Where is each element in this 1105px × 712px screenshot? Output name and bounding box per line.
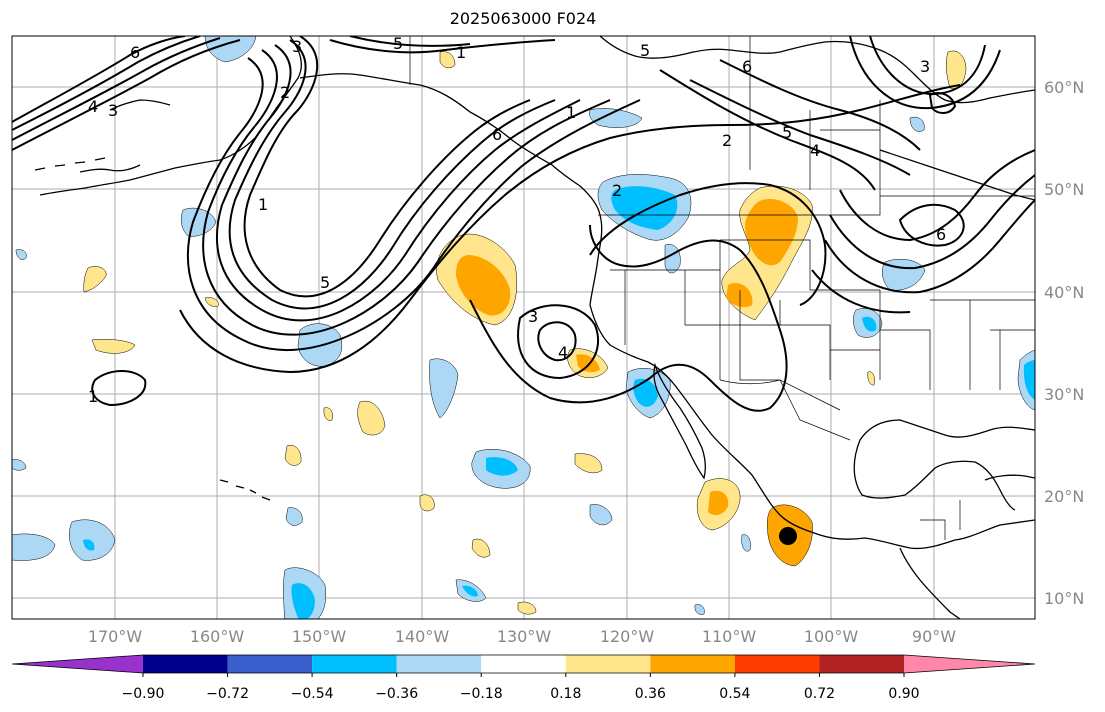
contour-label: 3 [920, 57, 930, 76]
lat-label: 50°N [1044, 180, 1084, 199]
positive-shading [83, 50, 967, 615]
contour-label: 1 [566, 103, 576, 122]
contour-label: 6 [742, 57, 752, 76]
contour-label: 4 [558, 343, 568, 362]
contour-label: 3 [292, 37, 302, 56]
contour-label: 3 [528, 307, 538, 326]
lon-label: 150°W [292, 627, 347, 646]
colorbar-tick-label: 0.90 [888, 686, 919, 702]
negative-shading [12, 36, 1035, 619]
contour-label: 6 [936, 225, 946, 244]
contour-lines [12, 36, 1035, 412]
contour-label: 5 [782, 123, 792, 142]
colorbar-segment [227, 655, 313, 673]
colorbar-tick-label: 0.18 [550, 686, 581, 702]
colorbar-tick-label: 0.54 [719, 686, 750, 702]
colorbar-segment [734, 655, 820, 673]
latitude-labels: 60°N 50°N 40°N 30°N 20°N 10°N [1044, 78, 1084, 608]
coastlines [34, 36, 1035, 619]
graticule [12, 36, 1035, 619]
lat-label: 60°N [1044, 78, 1084, 97]
contour-label: 1 [258, 195, 268, 214]
lon-label: 120°W [600, 627, 655, 646]
map-plot-area: 6 3 5 1 4 3 2 1 5 4 6 5 2 1 3 4 1 5 3 6 … [12, 34, 1035, 619]
lon-label: 160°W [190, 627, 245, 646]
colorbar-segment [565, 655, 651, 673]
colorbar-tick-label: −0.36 [375, 686, 418, 702]
colorbar [11, 654, 1036, 674]
contour-labels: 6 3 5 1 4 3 2 1 5 4 6 5 2 1 3 4 1 5 3 6 … [88, 34, 946, 406]
lon-label: 110°W [702, 627, 757, 646]
contour-label: 6 [492, 125, 502, 144]
colorbar-tick-label: −0.18 [460, 686, 503, 702]
contour-label: 4 [88, 97, 98, 116]
lat-label: 40°N [1044, 283, 1084, 302]
colorbar-segment [312, 655, 397, 673]
colorbar-segment [904, 655, 1035, 673]
lon-label: 170°W [88, 627, 143, 646]
colorbar-tick-label: 0.36 [635, 686, 666, 702]
map-frame [11, 35, 1036, 620]
contour-label: 2 [722, 131, 732, 150]
contour-label: 2 [280, 83, 290, 102]
storm-center-marker [779, 527, 797, 545]
map-title: 2025063000 F024 [449, 9, 597, 28]
lon-label: 100°W [804, 627, 859, 646]
contour-label: 5 [320, 273, 330, 292]
lon-label: 140°W [395, 627, 450, 646]
contour-label: 3 [108, 101, 118, 120]
colorbar-segment [650, 655, 735, 673]
lat-label: 30°N [1044, 385, 1084, 404]
colorbar-tick-label: −0.90 [122, 686, 165, 702]
longitude-labels: 170°W 160°W 150°W 140°W 130°W 120°W 110°… [88, 627, 956, 646]
contour-label: 1 [88, 387, 98, 406]
contour-label: 4 [810, 141, 820, 160]
contour-label: 5 [393, 34, 403, 53]
lon-label: 90°W [912, 627, 956, 646]
colorbar-segment [481, 655, 566, 673]
political-boundaries [409, 36, 1035, 540]
lat-label: 20°N [1044, 487, 1084, 506]
contour-label: 2 [612, 181, 622, 200]
contour-label: 5 [640, 41, 650, 60]
colorbar-segment [396, 655, 482, 673]
colorbar-tick-label: 0.72 [804, 686, 835, 702]
colorbar-segment [12, 655, 143, 673]
colorbar-tick-label: −0.72 [206, 686, 249, 702]
contour-label: 1 [456, 43, 466, 62]
contour-label: 6 [130, 43, 140, 62]
lon-label: 130°W [497, 627, 552, 646]
colorbar-tick-labels: −0.90 −0.72 −0.54 −0.36 −0.18 0.18 0.36 0.54 0.7… [122, 673, 920, 702]
colorbar-segment [143, 655, 228, 673]
lat-label: 10°N [1044, 589, 1084, 608]
colorbar-tick-label: −0.54 [291, 686, 334, 702]
colorbar-segment [819, 655, 904, 673]
